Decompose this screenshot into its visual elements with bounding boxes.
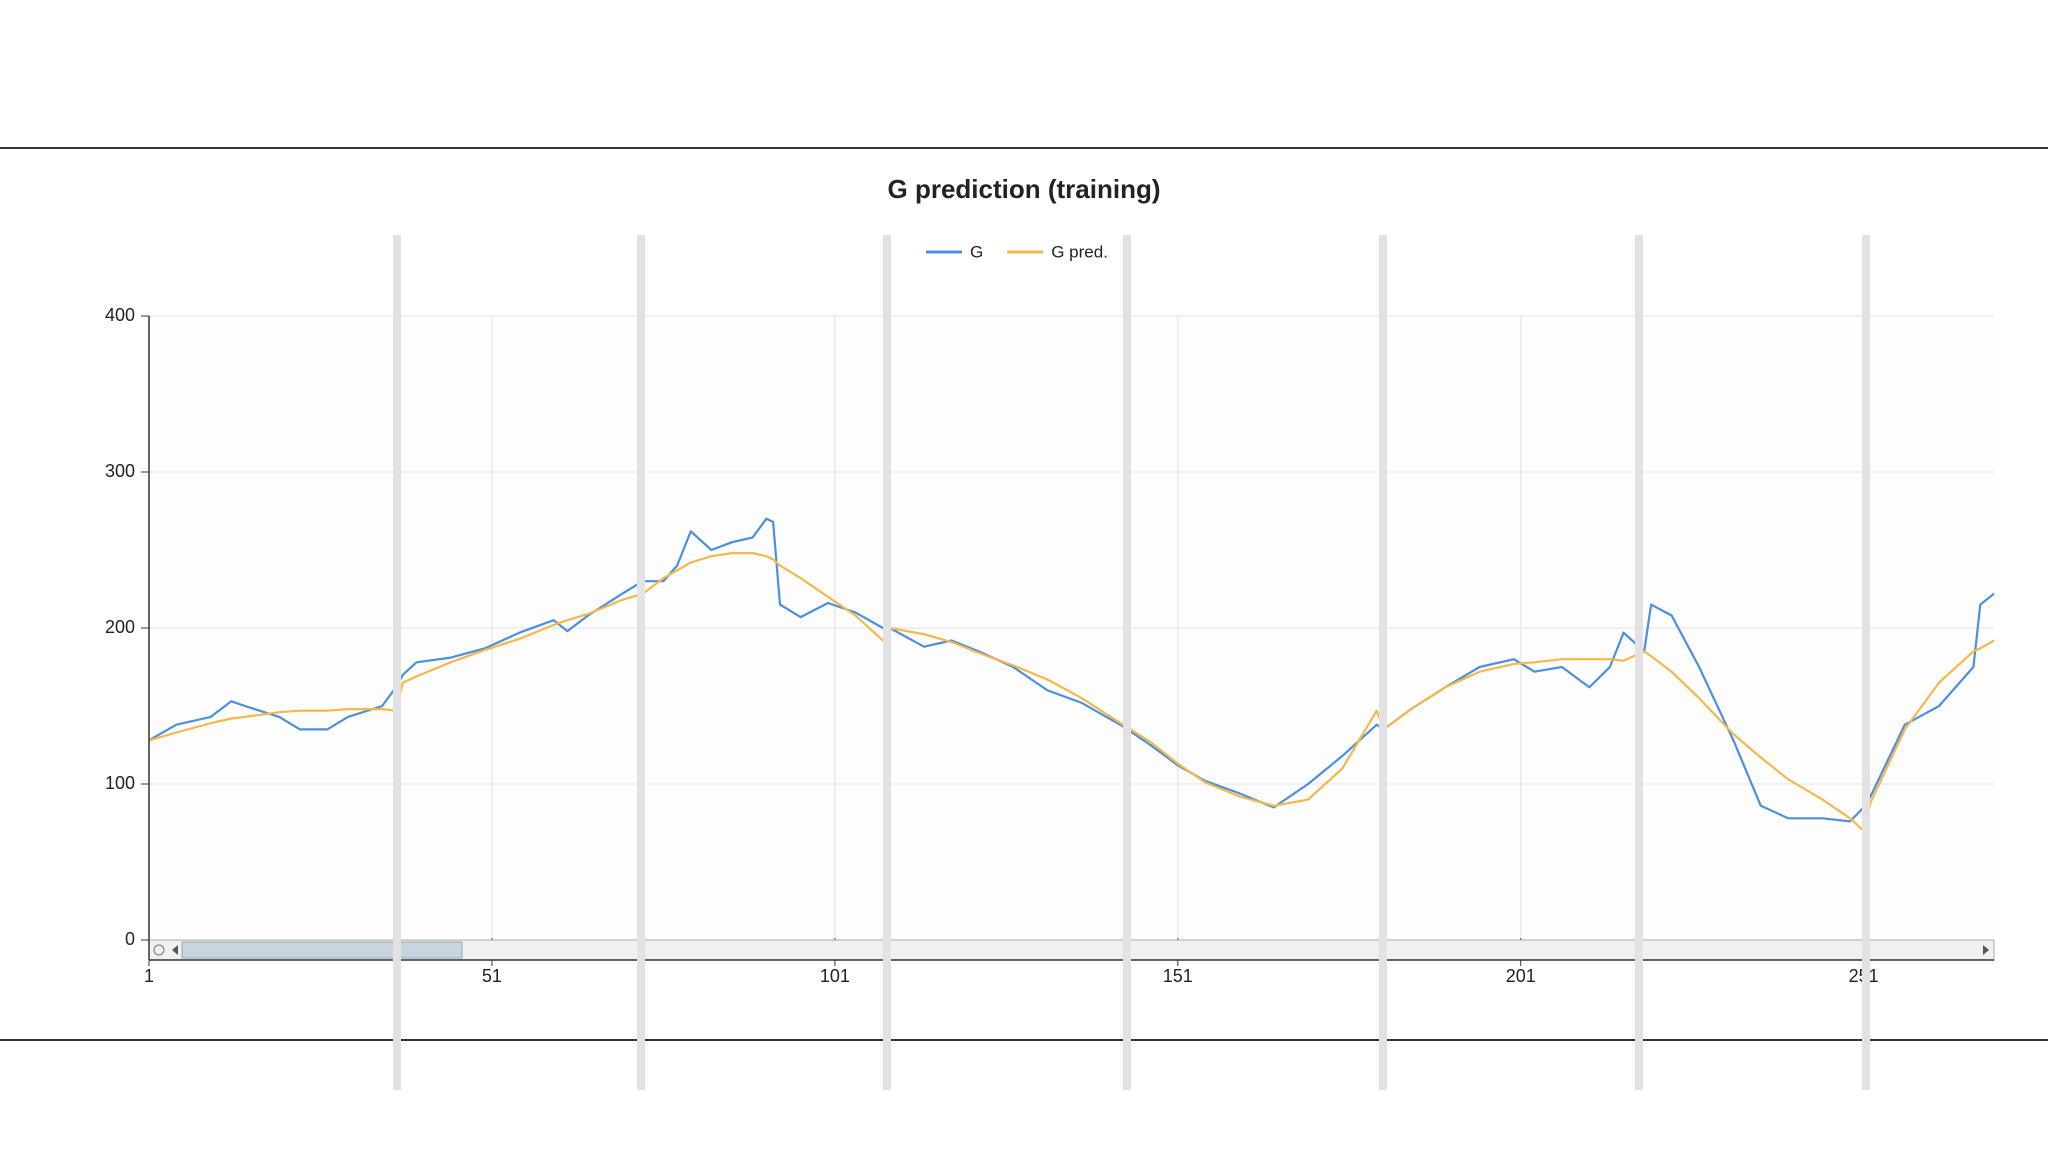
legend: G G pred. (926, 242, 1108, 261)
y-tick-label: 400 (105, 305, 135, 325)
overlay-bars (393, 235, 1870, 1090)
y-tick-label: 200 (105, 617, 135, 637)
x-tick-label: 101 (820, 966, 850, 986)
x-tick-label: 151 (1163, 966, 1193, 986)
scrollbar-zoom-reset[interactable] (153, 944, 165, 956)
chart-title: G prediction (training) (888, 174, 1161, 204)
scrollbar-right-arrow[interactable] (1983, 945, 1989, 955)
legend-label: G (970, 242, 983, 261)
overlay-bar (393, 235, 401, 1090)
overlay-bar (637, 235, 645, 1090)
series-line (148, 552, 1995, 832)
marks (148, 517, 1995, 832)
scrollbar-thumb[interactable] (181, 941, 463, 959)
scrollbar-left-arrow[interactable] (172, 945, 178, 955)
legend-label: G pred. (1051, 242, 1108, 261)
y-tick-label: 0 (125, 929, 135, 949)
overlay-bar (883, 235, 891, 1090)
overlay-bar (1635, 235, 1643, 1090)
scrollbar[interactable] (148, 939, 1995, 961)
x-tick-label: 1 (144, 966, 154, 986)
overlay-bar (1123, 235, 1131, 1090)
y-tick-label: 100 (105, 773, 135, 793)
x-tick-label: 51 (482, 966, 502, 986)
overlay-bar (1379, 235, 1387, 1090)
overlay-bar (1862, 235, 1870, 1090)
y-tick-label: 300 (105, 461, 135, 481)
x-tick-label: 201 (1506, 966, 1536, 986)
